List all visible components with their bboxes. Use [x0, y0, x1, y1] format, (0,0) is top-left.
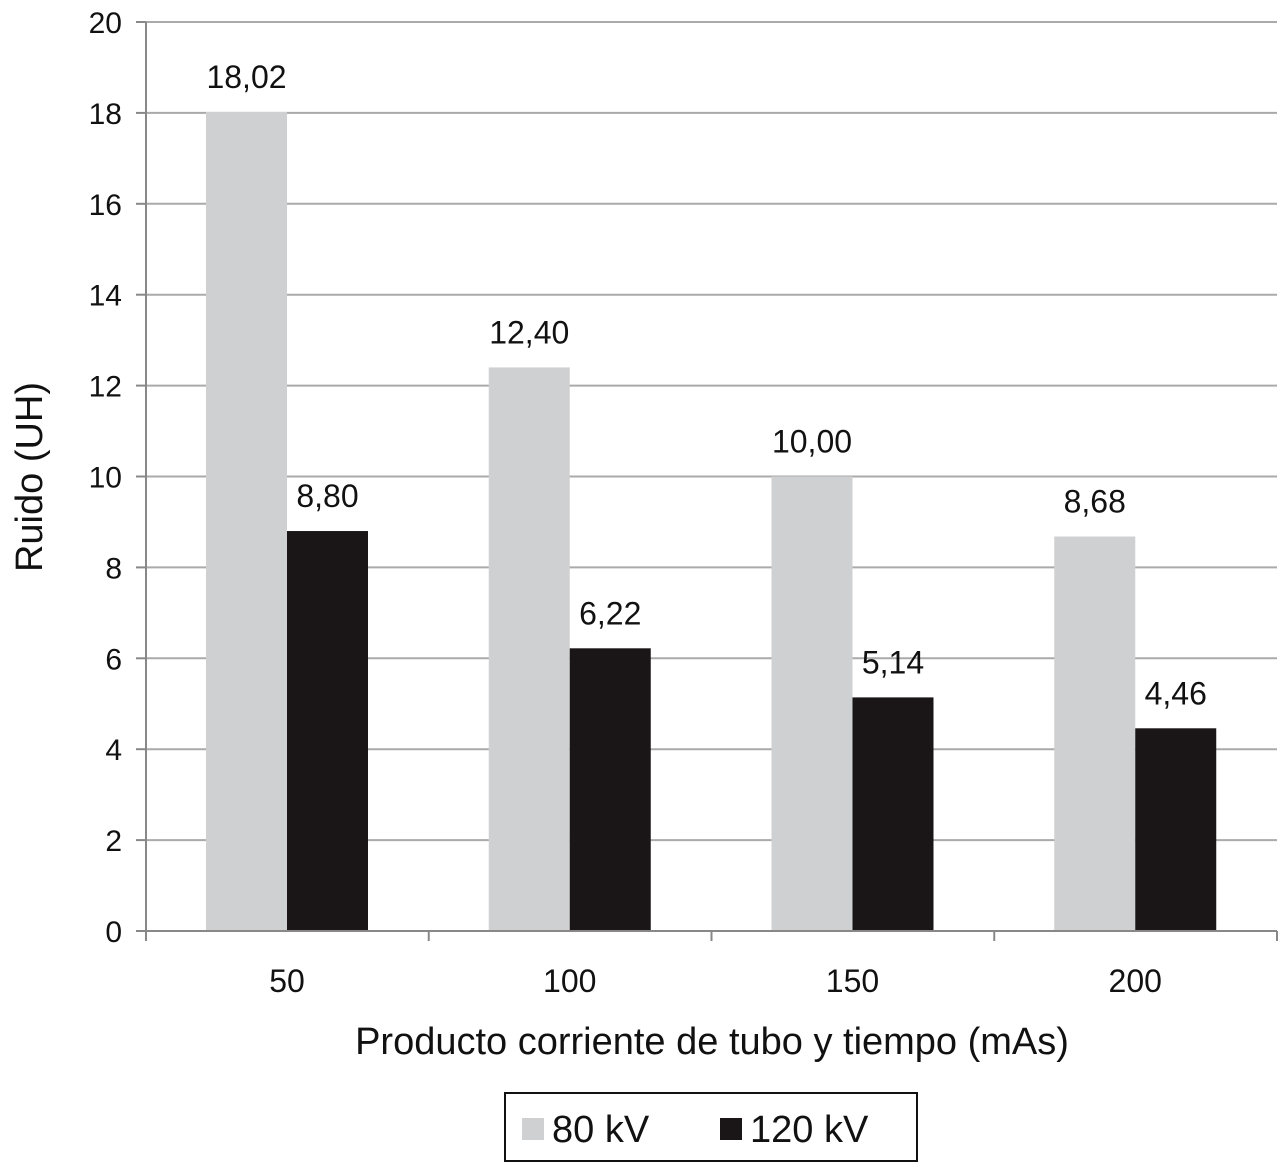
bar-120kv-50 — [287, 531, 368, 931]
y-tick-label: 14 — [89, 280, 122, 313]
data-label: 18,02 — [206, 59, 286, 95]
y-tick-label: 16 — [89, 189, 122, 222]
x-tick-label: 150 — [826, 963, 879, 999]
data-label: 12,40 — [489, 314, 569, 350]
y-tick-label: 0 — [105, 916, 122, 949]
y-tick-label: 6 — [105, 643, 122, 676]
bar-80kv-50 — [206, 111, 287, 932]
y-tick-label: 20 — [89, 7, 122, 40]
x-axis-title: Producto corriente de tubo y tiempo (mAs… — [355, 1021, 1069, 1063]
data-label: 8,68 — [1064, 483, 1126, 519]
x-tick-label: 100 — [543, 963, 596, 999]
legend-box — [504, 1092, 918, 1162]
data-label: 4,46 — [1145, 675, 1207, 711]
y-tick-label: 8 — [105, 552, 122, 585]
legend: 80 kV 120 kV — [504, 1092, 918, 1162]
data-label: 5,14 — [862, 644, 924, 680]
axes: 0 2 4 6 8 10 12 14 16 18 20 50 100 150 200 — [89, 7, 1278, 999]
x-tick-label: 50 — [269, 963, 305, 999]
bars — [206, 111, 1217, 932]
y-tick-label: 2 — [105, 825, 122, 858]
bar-120kv-150 — [852, 697, 934, 931]
legend-label-80kv: 80 kV — [552, 1109, 650, 1151]
legend-swatch-120kv — [720, 1118, 742, 1140]
bar-80kv-150 — [771, 476, 853, 931]
data-label: 10,00 — [772, 424, 852, 460]
bar-120kv-100 — [569, 648, 651, 931]
data-label: 8,80 — [296, 478, 358, 514]
y-tick-label: 10 — [89, 462, 122, 495]
bar-80kv-100 — [488, 367, 570, 931]
x-tick-label: 200 — [1109, 963, 1162, 999]
y-axis-title: Ruido (UH) — [9, 382, 51, 572]
bar-120kv-200 — [1135, 728, 1217, 931]
data-label: 6,22 — [579, 595, 641, 631]
y-tick-label: 4 — [105, 734, 122, 767]
y-tick-label: 12 — [89, 371, 122, 404]
bar-80kv-200 — [1054, 536, 1136, 931]
legend-swatch-80kv — [522, 1118, 544, 1140]
y-tick-label: 18 — [89, 98, 122, 131]
data-labels: 18,02 8,80 12,40 6,22 10,00 5,14 8,68 4,46 — [206, 59, 1206, 711]
legend-label-120kv: 120 kV — [750, 1109, 869, 1151]
